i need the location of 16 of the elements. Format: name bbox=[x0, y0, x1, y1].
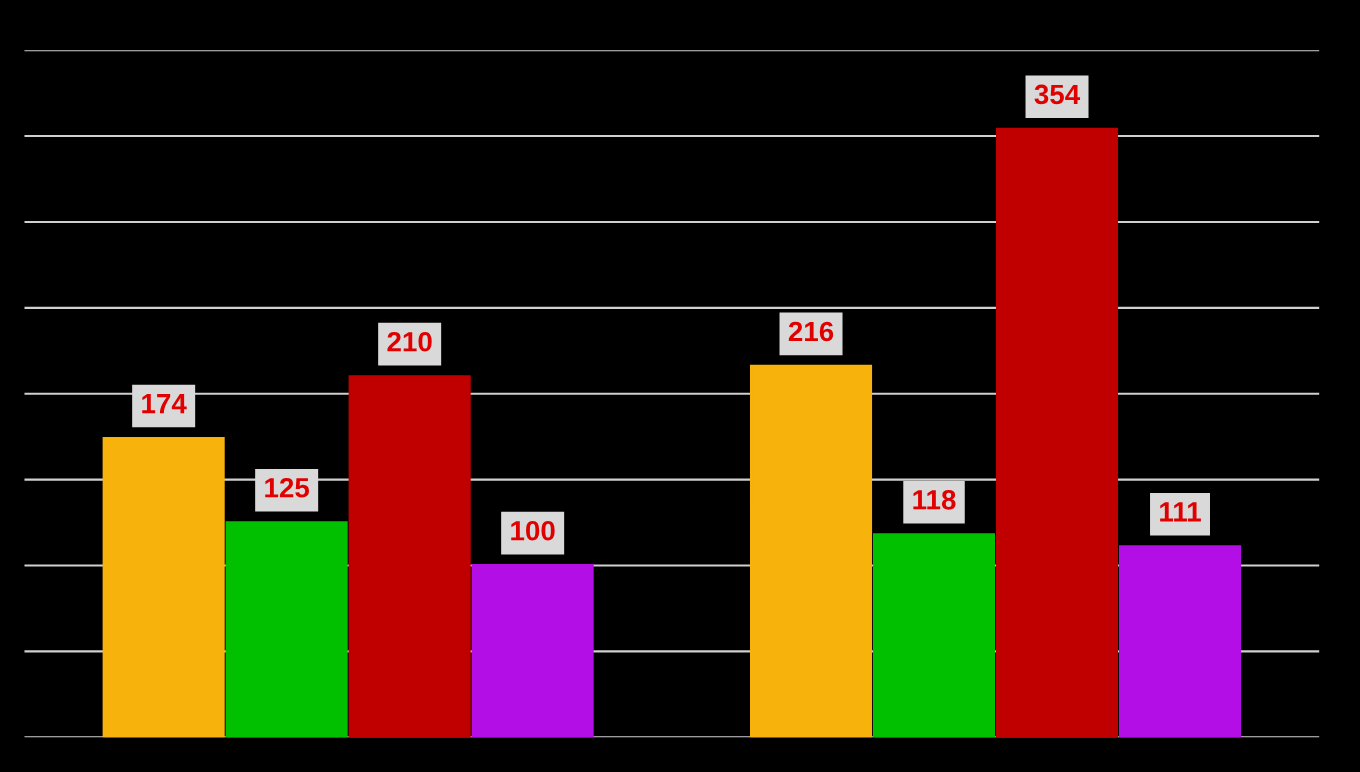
data-label: 216 bbox=[788, 321, 834, 342]
bar bbox=[225, 521, 348, 738]
bar bbox=[749, 364, 873, 738]
bar bbox=[1118, 545, 1242, 738]
bar bbox=[348, 375, 471, 738]
bar bbox=[872, 533, 996, 738]
data-label: 111 bbox=[1160, 502, 1201, 522]
data-label: 100 bbox=[511, 520, 555, 541]
data-label: 210 bbox=[387, 331, 432, 352]
data-label: 118 bbox=[913, 489, 956, 510]
data-label: 354 bbox=[1034, 84, 1081, 105]
data-label: 174 bbox=[142, 394, 187, 414]
bar bbox=[471, 564, 594, 738]
bar bbox=[102, 436, 225, 738]
bar bbox=[995, 127, 1119, 738]
data-label: 125 bbox=[265, 477, 310, 498]
